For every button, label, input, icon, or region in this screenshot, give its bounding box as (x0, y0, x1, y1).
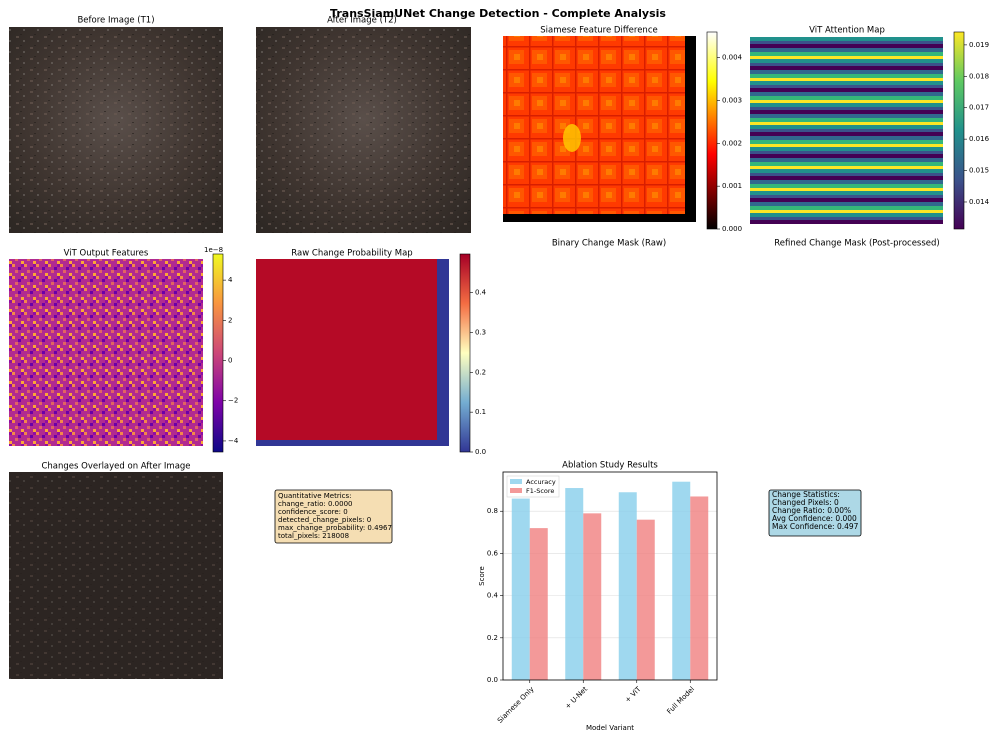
colorbar-tick-label: 0.016 (969, 135, 990, 143)
panel-title: Binary Change Mask (Raw) (552, 239, 666, 249)
colorbar-tick-label: 0.4 (475, 289, 487, 297)
x-axis-label: Model Variant (586, 724, 634, 732)
panel-title: ViT Output Features (64, 249, 149, 259)
y-tick-label: 0.2 (487, 634, 498, 642)
colorbar-tick-label: 0 (228, 357, 232, 365)
colorbar-tick-label: 0.3 (475, 328, 486, 336)
box-line: Quantitative Metrics: (278, 492, 352, 500)
colorbar-offset: 1e−8 (204, 246, 223, 254)
bar (637, 520, 655, 680)
figure: TransSiamUNet Change Detection - Complet… (0, 0, 991, 733)
legend-swatch (510, 488, 522, 493)
chart-title: Ablation Study Results (562, 461, 658, 471)
colorbar-tick-label: 2 (228, 316, 232, 324)
colorbar-tick-label: 0.018 (969, 72, 989, 80)
x-tick-label: Full Model (666, 685, 697, 716)
colorbar-tick-label: 0.019 (969, 41, 989, 49)
colorbar-tick-label: 0.0 (475, 448, 486, 456)
colorbar-tick-label: 0.002 (722, 139, 742, 147)
x-tick-label: + U-Net (564, 685, 590, 711)
bar (690, 496, 708, 680)
bar (512, 499, 530, 680)
y-tick-label: 0.6 (487, 549, 499, 557)
y-tick-label: 0.0 (487, 676, 498, 684)
panel-title: Before Image (T1) (77, 16, 154, 26)
metrics-box: Quantitative Metrics:change_ratio: 0.000… (275, 490, 392, 543)
colorbar (213, 254, 223, 452)
stats-box: Change Statistics:Changed Pixels: 0Chang… (769, 490, 861, 536)
colorbar-tick-label: 0.000 (722, 225, 742, 233)
colorbar-tick-label: 0.015 (969, 167, 989, 175)
colorbar-tick-label: 0.014 (969, 198, 990, 206)
legend-label: F1-Score (526, 487, 554, 495)
bar (619, 492, 637, 680)
colorbar (707, 32, 717, 229)
x-tick-label: + ViT (624, 685, 644, 705)
legend-label: Accuracy (526, 478, 556, 486)
colorbar-tick-label: 0.003 (722, 97, 742, 105)
colorbar-tick-label: −2 (228, 397, 238, 405)
box-line: total_pixels: 218008 (278, 532, 349, 540)
legend-swatch (510, 479, 522, 484)
colorbar (460, 254, 470, 452)
panel-title: ViT Attention Map (809, 26, 885, 36)
colorbar-tick-label: 0.2 (475, 368, 486, 376)
box-line: confidence_score: 0 (278, 508, 348, 516)
image-texture (256, 27, 471, 233)
page: TransSiamUNet Change Detection - Complet… (0, 0, 991, 733)
box-line: Max Confidence: 0.497 (772, 522, 859, 531)
panel-title: After Image (T2) (327, 16, 397, 26)
y-axis-label: Score (478, 566, 486, 586)
colorbar-tick-label: 0.1 (475, 408, 486, 416)
colorbar-tick-label: 0.001 (722, 182, 742, 190)
colorbar-tick-label: 0.004 (722, 54, 743, 62)
output-features-heatmap (9, 259, 203, 446)
bar (672, 482, 690, 680)
bar (583, 513, 601, 680)
image-texture (9, 27, 223, 233)
probability-heatmap (256, 259, 437, 440)
panel-title: Changes Overlayed on After Image (41, 462, 190, 472)
colorbar-tick-label: 4 (228, 276, 233, 284)
colorbar-tick-label: −4 (228, 437, 239, 445)
x-tick-label: Siamese Only (496, 685, 536, 725)
box-line: max_change_probability: 0.4967 (278, 524, 392, 532)
box-line: change_ratio: 0.0000 (278, 500, 352, 508)
bar (530, 528, 548, 680)
panel-title: Raw Change Probability Map (291, 249, 412, 259)
y-tick-label: 0.4 (487, 592, 499, 600)
attention-heatmap (750, 37, 943, 224)
y-tick-label: 0.8 (487, 507, 498, 515)
hot-spot (563, 124, 581, 152)
colorbar-tick-label: 0.017 (969, 104, 989, 112)
panel-title: Refined Change Mask (Post-processed) (774, 239, 939, 249)
box-line: detected_change_pixels: 0 (278, 516, 371, 524)
colorbar (954, 32, 964, 229)
bar (565, 488, 583, 680)
image-texture (9, 472, 223, 679)
siamese-heatmap (503, 36, 685, 214)
panel-title: Siamese Feature Difference (540, 26, 657, 36)
